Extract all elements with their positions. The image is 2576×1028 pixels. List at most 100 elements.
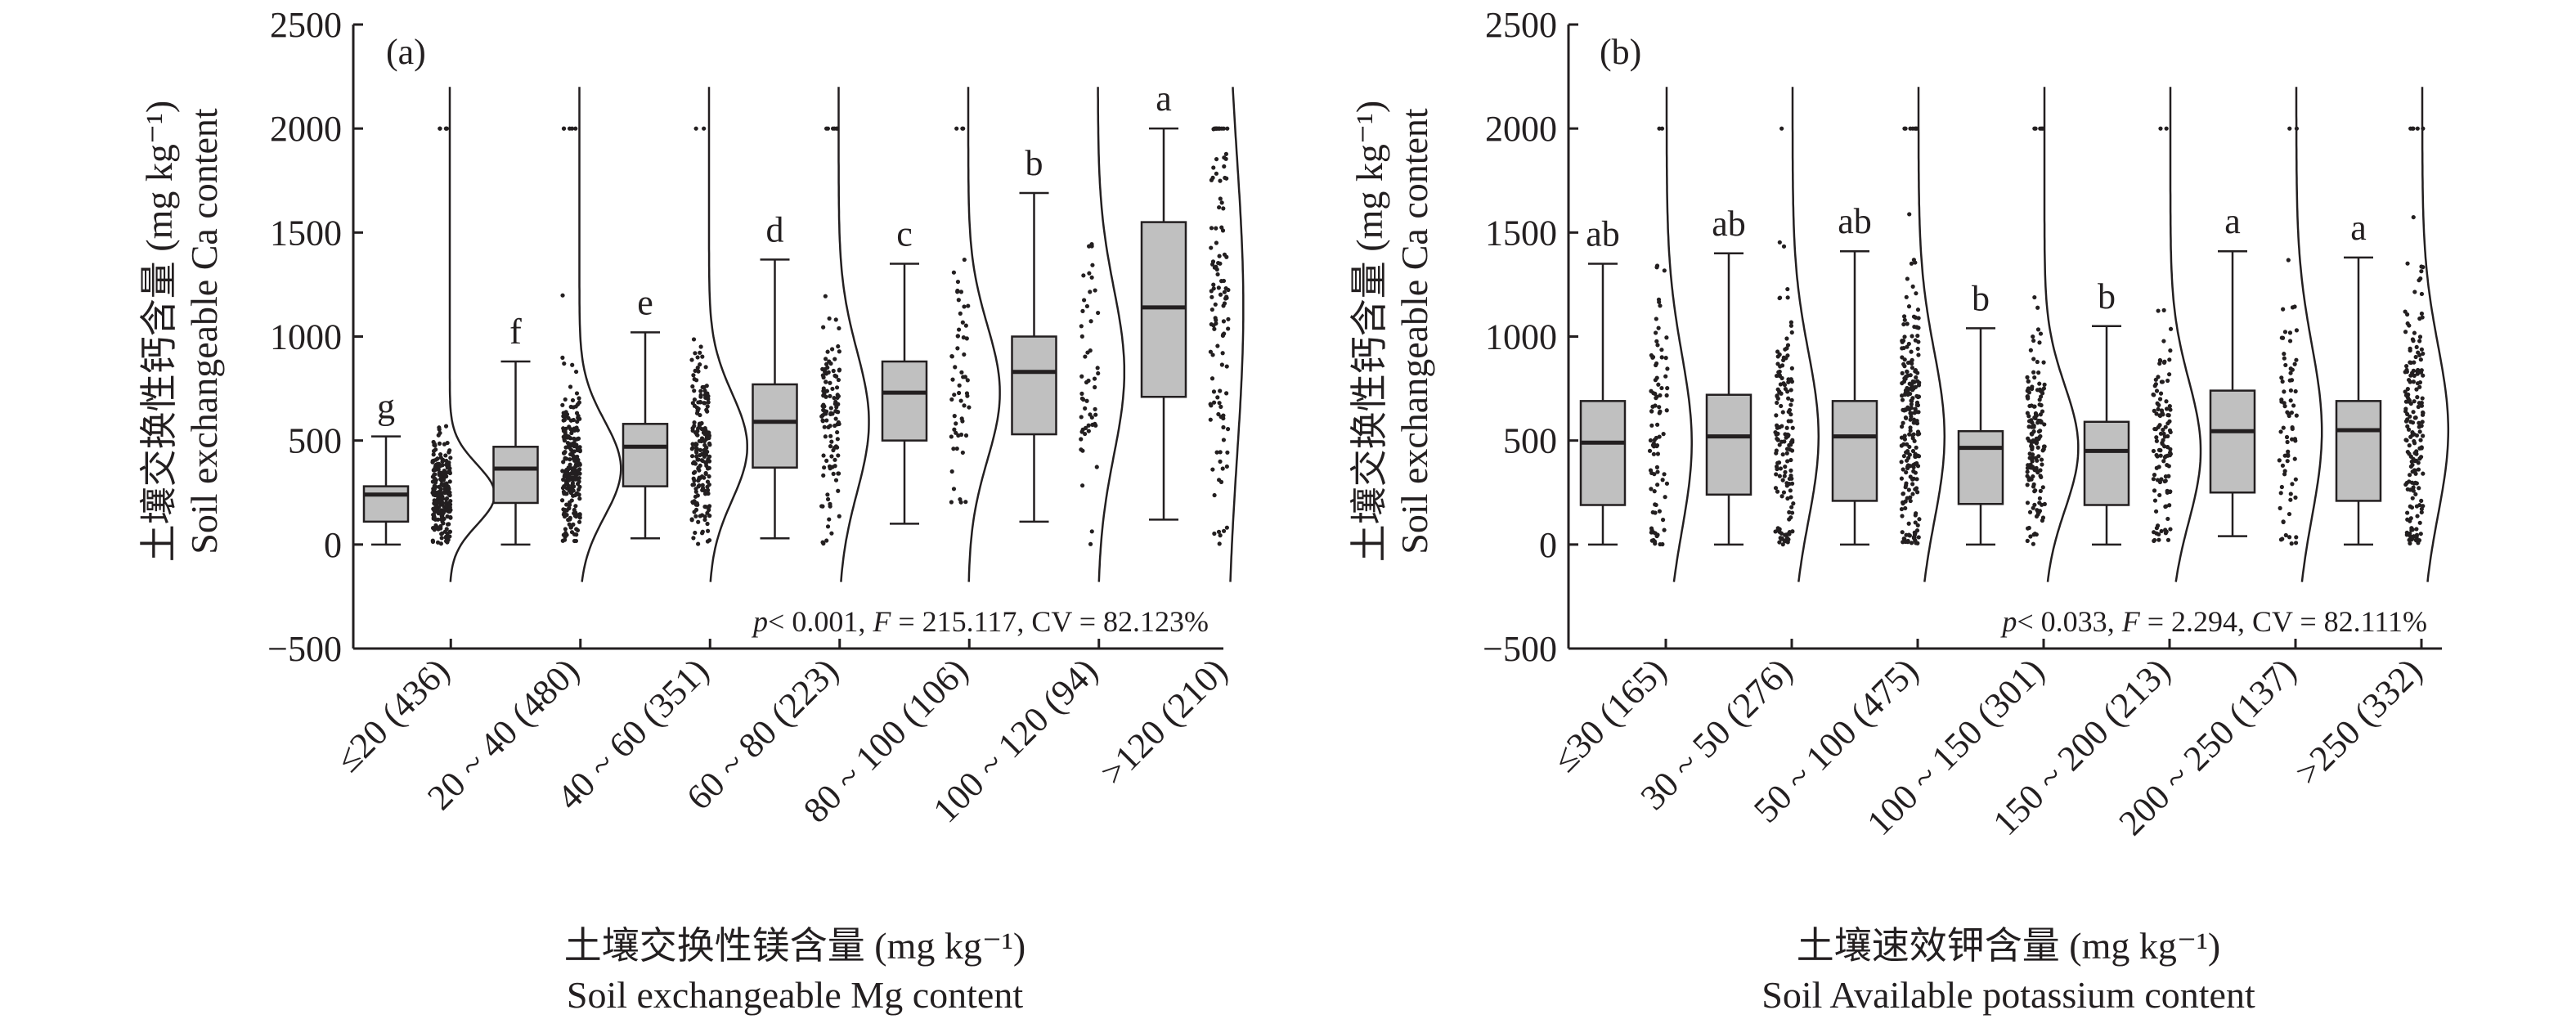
panel-a-point: [434, 524, 439, 529]
panel-a-point: [706, 491, 711, 496]
panel-b-point: [2408, 346, 2412, 351]
panel-b-point: [2158, 453, 2163, 458]
panel-a-point: [441, 521, 446, 526]
panel-a-ylabel-cn: 土壤交换性钙含量 (mg kg⁻¹): [138, 101, 180, 563]
panel-a-point: [563, 432, 568, 438]
panel-a-point: [697, 475, 702, 480]
panel-b-point: [1663, 356, 1668, 361]
panel-b-point: [1788, 474, 1793, 478]
panel-a-xlabel-en: Soil exchangeable Mg content: [567, 974, 1023, 1016]
panel-b-point: [1903, 388, 1909, 393]
panel-a-point: [1216, 411, 1221, 417]
panel-b-point: [1784, 451, 1789, 456]
panel-b-point: [1654, 265, 1659, 270]
panel-b-point: [1775, 526, 1780, 531]
panel-a-point: [576, 460, 581, 465]
panel-b-point: [2029, 386, 2035, 392]
panel-a-point: [575, 527, 581, 533]
panel-a-point: [828, 393, 832, 398]
panel-b-point: [2152, 408, 2156, 413]
panel-a-point: [821, 541, 826, 546]
panel-b-point: [2025, 501, 2031, 505]
panel-b-point: [2282, 356, 2287, 361]
panel-a-point: [575, 402, 581, 407]
panel-a-point: [575, 437, 580, 442]
panel-b-point: [2029, 465, 2034, 470]
panel-b-point: [1901, 345, 1906, 351]
panel-b-point: [2414, 449, 2419, 454]
panel-a-point: [691, 476, 696, 481]
panel-a-x-tick-label: ≤20 (436): [328, 650, 457, 779]
panel-a-point: [1224, 391, 1229, 396]
panel-b-point: [1774, 373, 1779, 379]
panel-a-box: [492, 446, 539, 505]
panel-b-point: [1665, 366, 1670, 371]
panel-a-point: [705, 487, 711, 492]
panel-a-box: [881, 360, 928, 442]
panel-b-point: [2040, 462, 2044, 467]
panel-a-points: [430, 126, 453, 546]
panel-b-point: [2418, 532, 2423, 536]
panel-b-point: [1774, 413, 1779, 418]
panel-b-point: [2161, 427, 2165, 433]
panel-a-point: [1093, 423, 1098, 428]
panel-b-point: [1653, 403, 1658, 408]
panel-a-point: [1218, 388, 1223, 393]
panel-b-point: [2405, 387, 2410, 392]
panel-b-label: (b): [1600, 32, 1641, 72]
panel-a-point: [575, 419, 580, 424]
panel-a-point: [439, 477, 445, 482]
panel-a-point: [1082, 298, 1087, 303]
panel-b-point: [2168, 407, 2173, 412]
panel-b-point: [2403, 389, 2408, 394]
panel-b-point: [2416, 404, 2421, 410]
panel-b-y-tick-label: 2500: [1485, 5, 1557, 45]
panel-a-point: [702, 126, 707, 131]
panel-a-point: [567, 506, 572, 511]
panel-a-point: [824, 538, 829, 543]
panel-b-point: [1902, 536, 1907, 541]
panel-a-group-5: c: [881, 87, 1001, 582]
panel-a-point: [442, 491, 447, 496]
panel-a-point: [1088, 412, 1093, 417]
panel-a-point: [962, 257, 967, 263]
panel-b-point: [2026, 379, 2031, 384]
panel-b-y-tick-label: −500: [1483, 629, 1557, 669]
panel-b-point: [1910, 334, 1914, 339]
panel-b-point: [2031, 334, 2035, 339]
panel-b-point: [2282, 453, 2287, 458]
panel-b-point: [2414, 387, 2419, 392]
panel-a-point: [437, 492, 442, 498]
panel-b-point: [1656, 297, 1662, 302]
panel-b-point: [2168, 348, 2173, 353]
panel-b-point: [1901, 442, 1906, 447]
panel-a-point: [695, 502, 700, 507]
panel-b-point: [1775, 460, 1780, 465]
panel-b-point: [1655, 422, 1660, 427]
panel-a-point: [831, 471, 836, 477]
panel-a-point: [836, 343, 841, 349]
panel-a-point: [835, 437, 840, 442]
panel-b-point: [1782, 439, 1787, 444]
panel-b-point: [1902, 433, 1907, 438]
panel-a-point: [954, 421, 958, 426]
panel-b-point: [2032, 502, 2037, 507]
panel-b-point: [2285, 439, 2290, 445]
panel-b-point: [1780, 542, 1785, 547]
panel-a-point: [439, 532, 444, 536]
panel-b-point: [1662, 472, 1667, 477]
panel-a-point: [691, 337, 697, 342]
panel-b-point: [2287, 511, 2292, 517]
panel-b-point: [1903, 499, 1908, 504]
panel-b-points: [1773, 126, 1796, 547]
panel-b-point: [2404, 438, 2409, 443]
panel-b-point: [2028, 348, 2033, 352]
panel-b-point: [2293, 388, 2298, 394]
panel-b-point: [2161, 339, 2166, 343]
panel-a-point: [837, 349, 841, 354]
panel-b-point: [1788, 320, 1794, 325]
panel-a-point: [1081, 273, 1086, 278]
panel-b-point: [1782, 474, 1787, 478]
panel-b-point: [1658, 303, 1663, 308]
